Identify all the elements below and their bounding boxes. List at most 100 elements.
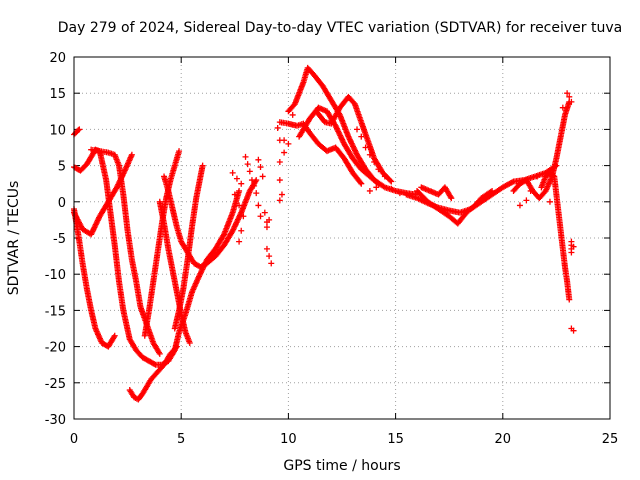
- data-point: [176, 148, 183, 155]
- data-point: [244, 161, 251, 168]
- data-point: [396, 190, 403, 197]
- x-tick-label: 5: [177, 432, 185, 447]
- data-point: [354, 126, 361, 133]
- data-point: [388, 178, 395, 185]
- data-point: [259, 173, 266, 180]
- series-arc-i: [156, 198, 193, 346]
- series-scatter-8h: [229, 153, 275, 267]
- y-tick-label: 20: [49, 51, 66, 66]
- data-point: [231, 191, 238, 198]
- series-arc-r: [538, 169, 573, 303]
- data-point: [186, 339, 193, 346]
- data-point: [487, 188, 494, 195]
- data-point: [199, 162, 206, 169]
- data-point: [172, 344, 179, 351]
- data-point: [128, 151, 135, 158]
- data-point: [257, 213, 264, 220]
- data-point: [527, 187, 534, 194]
- data-point: [251, 182, 258, 189]
- data-point: [568, 98, 575, 105]
- x-tick-label: 0: [70, 432, 78, 447]
- data-point: [246, 168, 253, 175]
- data-point: [358, 180, 365, 187]
- data-point: [285, 140, 292, 147]
- data-point: [151, 360, 158, 367]
- data-point: [253, 190, 260, 197]
- data-point: [276, 158, 283, 165]
- data-point: [276, 197, 283, 204]
- series-arc-h: [171, 162, 206, 332]
- plot-frame: [73, 56, 611, 420]
- data-point: [534, 173, 541, 180]
- data-point: [566, 93, 573, 100]
- data-point: [387, 177, 394, 184]
- x-tick-label: 25: [602, 432, 619, 447]
- y-tick-label: -30: [45, 413, 66, 428]
- data-point: [388, 185, 395, 192]
- data-point: [281, 137, 288, 144]
- data-point: [375, 166, 382, 173]
- data-point: [516, 202, 523, 209]
- data-point: [236, 238, 243, 245]
- y-tick-label: 10: [49, 123, 66, 138]
- data-point: [236, 202, 243, 209]
- data-point: [375, 180, 382, 187]
- y-tick-label: -20: [45, 341, 66, 356]
- data-point: [248, 177, 255, 184]
- data-point: [111, 332, 118, 339]
- y-tick-label: -25: [45, 377, 66, 392]
- series-scatter-23h: [516, 90, 577, 334]
- data-point: [76, 126, 83, 133]
- series-scatter-10h: [274, 111, 296, 204]
- x-tick-label: 20: [495, 432, 512, 447]
- data-point: [173, 343, 180, 350]
- data-point: [509, 179, 516, 186]
- data-point: [263, 224, 270, 231]
- data-point: [266, 216, 273, 223]
- y-tick-label: 0: [58, 196, 66, 211]
- y-tick-label: -15: [45, 304, 66, 319]
- data-point: [374, 179, 381, 186]
- data-point: [266, 253, 273, 260]
- data-point: [156, 350, 163, 357]
- data-point: [240, 213, 247, 220]
- data-point: [358, 133, 365, 140]
- data-point: [257, 164, 264, 171]
- y-tick-label: -10: [45, 268, 66, 283]
- data-point: [373, 184, 380, 191]
- series-arc-m: [276, 119, 365, 187]
- x-tick-label: 15: [387, 432, 404, 447]
- data-point: [489, 187, 496, 194]
- data-point: [75, 127, 82, 134]
- data-point: [366, 187, 373, 194]
- data-point: [276, 177, 283, 184]
- data-point: [570, 243, 577, 250]
- data-point: [559, 104, 566, 111]
- data-point: [357, 179, 364, 186]
- data-point: [281, 149, 288, 156]
- data-point: [263, 245, 270, 252]
- y-tick-label: 5: [58, 160, 66, 175]
- data-point: [261, 209, 268, 216]
- series-arc-j-peak: [285, 64, 421, 198]
- data-point: [362, 144, 369, 151]
- data-point: [278, 191, 285, 198]
- chart-title: Day 279 of 2024, Sidereal Day-to-day VTE…: [58, 20, 622, 36]
- data-point: [236, 187, 243, 194]
- x-tick-label: 10: [280, 432, 297, 447]
- data-point: [366, 151, 373, 158]
- data-point: [242, 153, 249, 160]
- series-arc-o: [414, 187, 496, 227]
- y-tick-label: -5: [53, 232, 66, 247]
- data-points: [71, 64, 577, 403]
- data-point: [238, 227, 245, 234]
- x-axis-label: GPS time / hours: [283, 458, 400, 474]
- y-tick-label: 15: [49, 87, 66, 102]
- series-arc-start-high: [71, 126, 83, 138]
- data-point: [289, 111, 296, 118]
- data-point: [371, 158, 378, 165]
- data-point: [448, 195, 455, 202]
- y-axis-label: SDTVAR / TECUs: [6, 181, 22, 296]
- data-point: [564, 90, 571, 97]
